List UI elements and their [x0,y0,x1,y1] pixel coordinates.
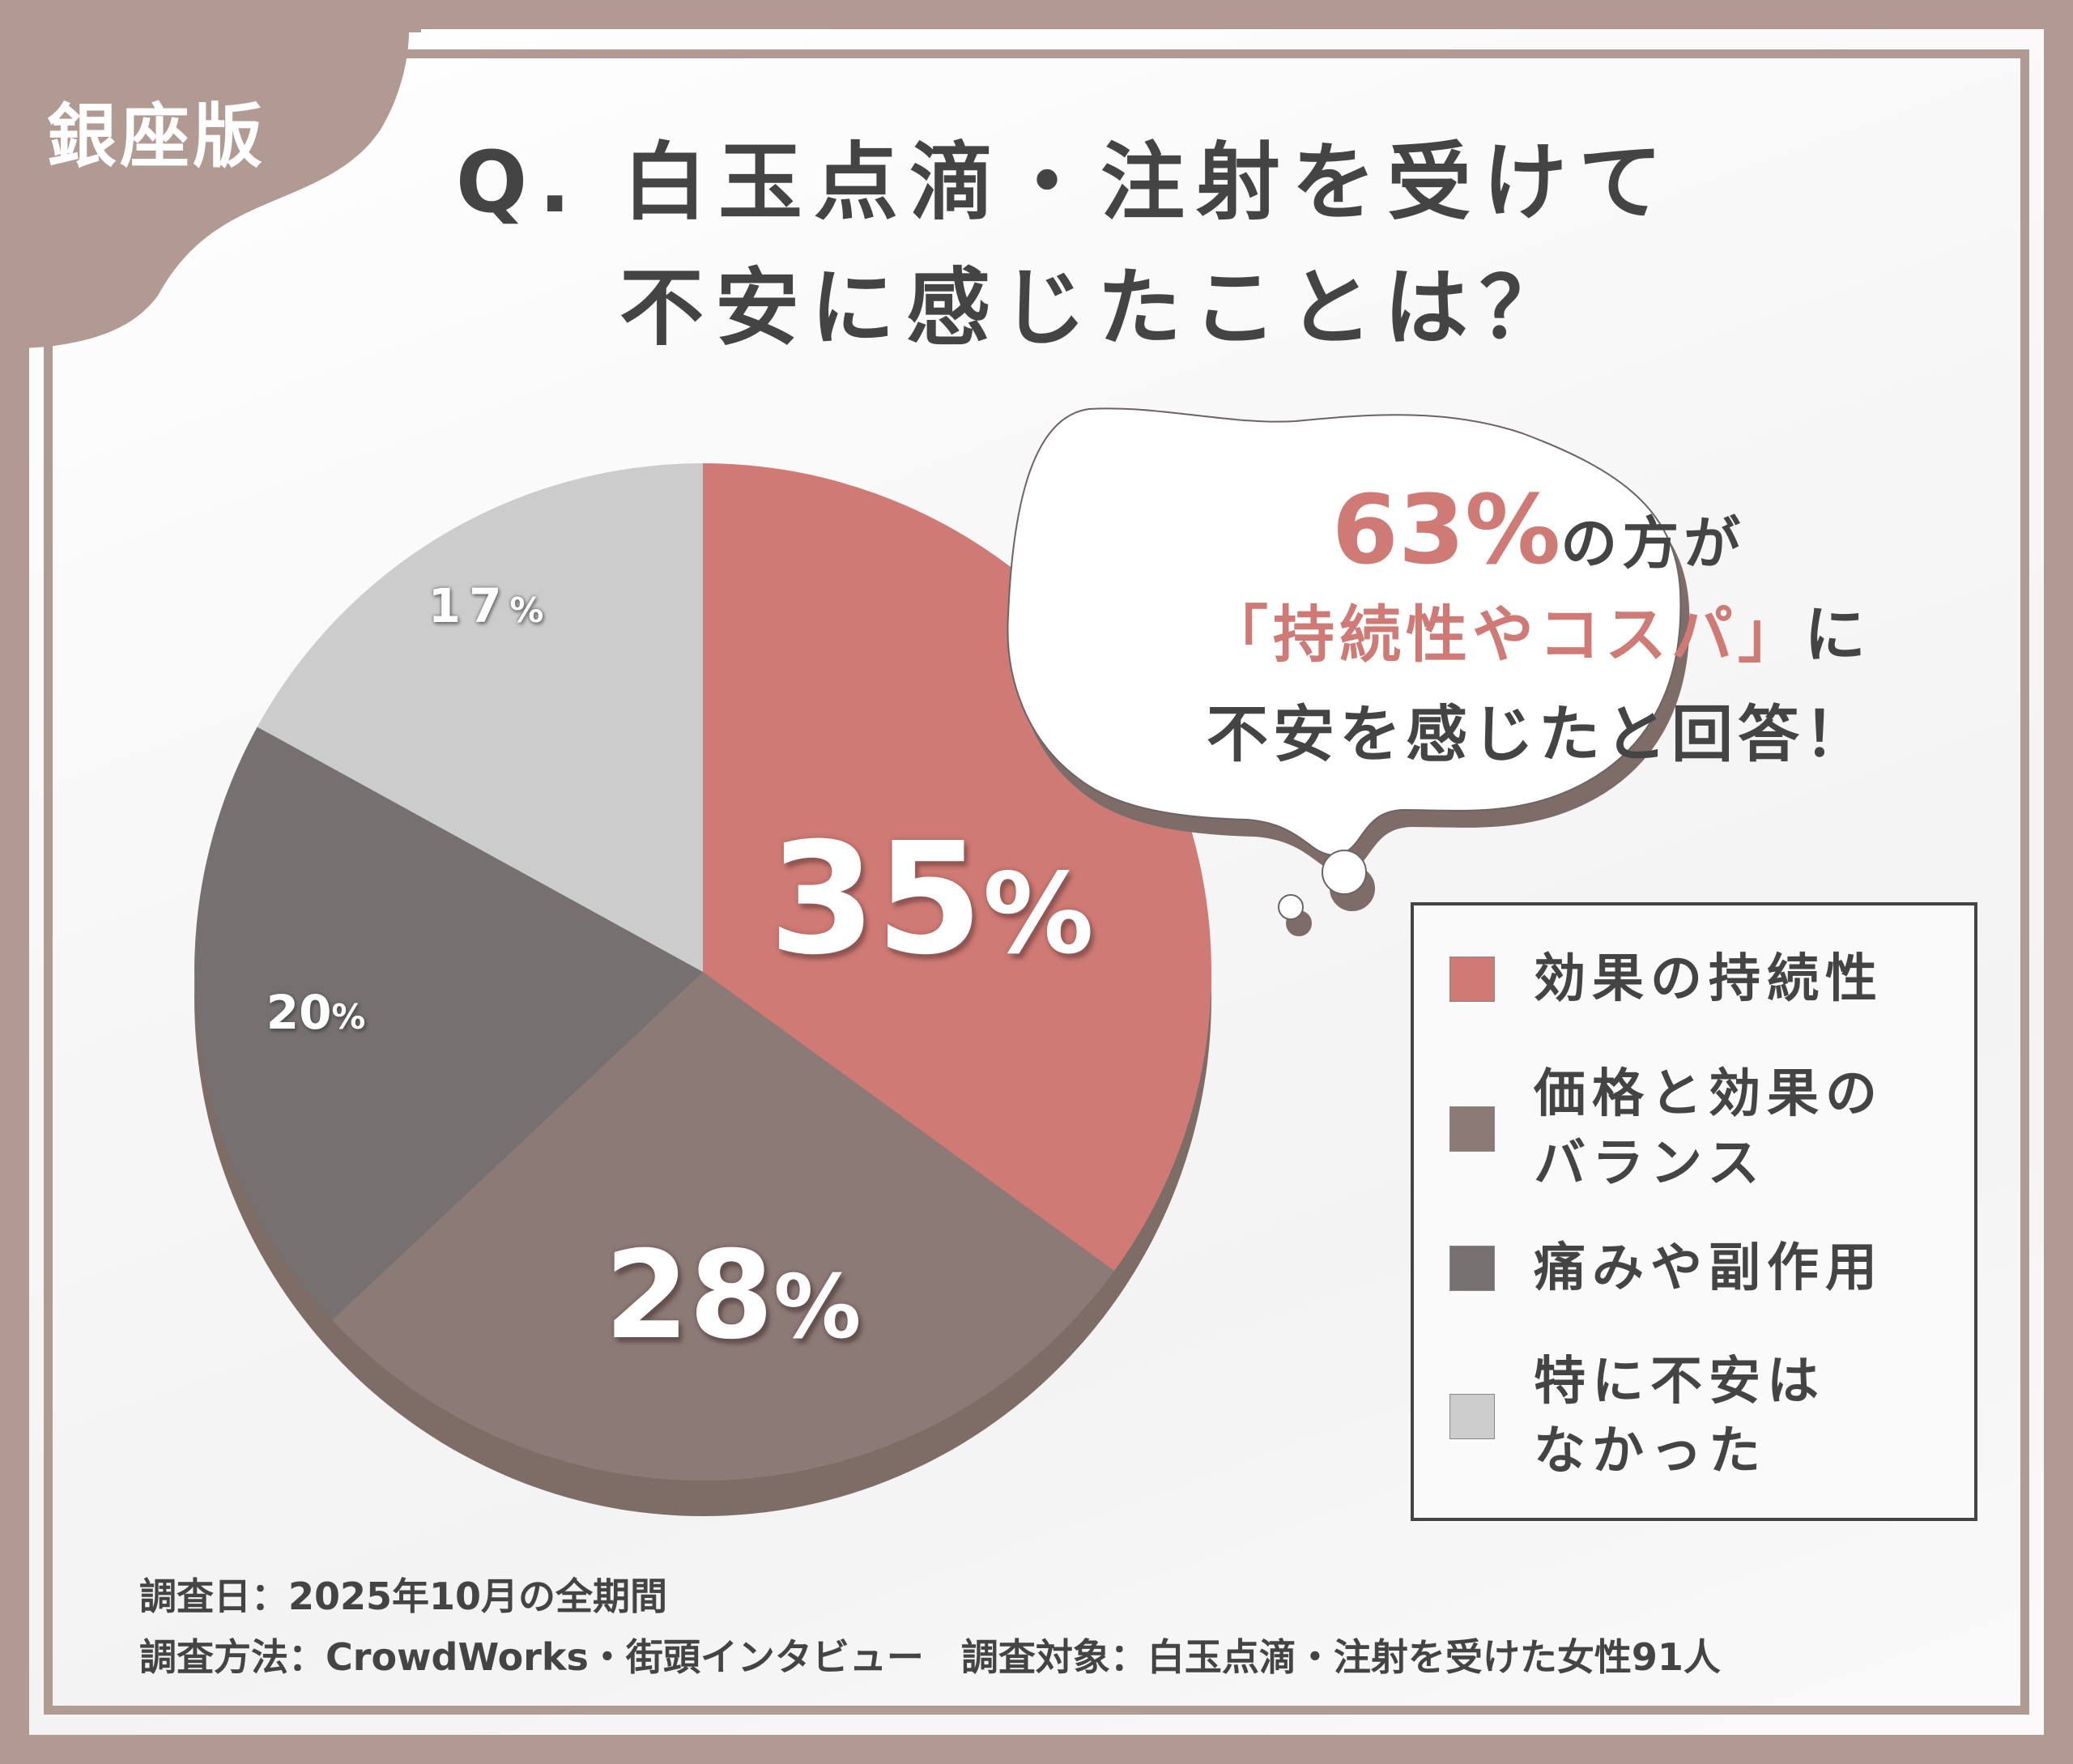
survey-date: 調査日：2025年10月の全期間 [139,1574,668,1618]
legend-item: 効果の持続性 [1449,944,1884,1014]
bubble-highlight-pct: 63% [1331,474,1561,586]
chart-title-line2: 不安に感じたことは？ [619,258,1575,357]
slice-label-3: 17% [428,578,552,633]
legend-swatch [1449,1106,1495,1152]
slice-label-0: 35% [768,809,1094,989]
legend-swatch [1449,1394,1495,1439]
legend-label: 価格と効果の バランス [1534,1064,1884,1194]
pie-slice-3 [257,463,703,972]
legend-swatch [1449,957,1495,1002]
region-badge: 銀座版 [47,96,266,177]
legend-swatch [1449,1246,1495,1291]
legend: 効果の持続性 価格と効果の バランス 痛みや副作用 特に不安は なかった [1411,902,1977,1521]
bubble-line2: 「持続性やコスパ」に [1207,599,1871,671]
bubble-highlight-phrase: 「持続性やコスパ」 [1207,599,1804,671]
legend-item: 痛みや副作用 [1449,1234,1884,1303]
legend-label: 特に不安は なかった [1534,1352,1825,1481]
slice-label-1: 28% [604,1225,862,1366]
corner-badge-shape [0,0,421,348]
legend-label: 痛みや副作用 [1534,1238,1884,1298]
bubble-line3: 不安を感じたと回答！ [1207,698,1871,770]
survey-method-and-target: 調査方法：CrowdWorks・街頭インタビュー 調査対象：白玉点滴・注射を受け… [139,1635,1721,1679]
inner-frame-border [44,49,2029,1715]
chart-title-line1: Q. 白玉点滴・注射を受けて [455,133,1675,232]
legend-item: 特に不安は なかった [1449,1347,1825,1486]
pie-slices [194,462,1212,1481]
bubble-line1: 63%の方が [1331,474,1746,586]
pie-slice-2 [194,726,703,1320]
legend-label: 効果の持続性 [1534,949,1884,1009]
slice-label-2: 20% [266,985,366,1040]
pie-slice-1 [332,972,1115,1481]
legend-item: 価格と効果の バランス [1449,1059,1884,1199]
